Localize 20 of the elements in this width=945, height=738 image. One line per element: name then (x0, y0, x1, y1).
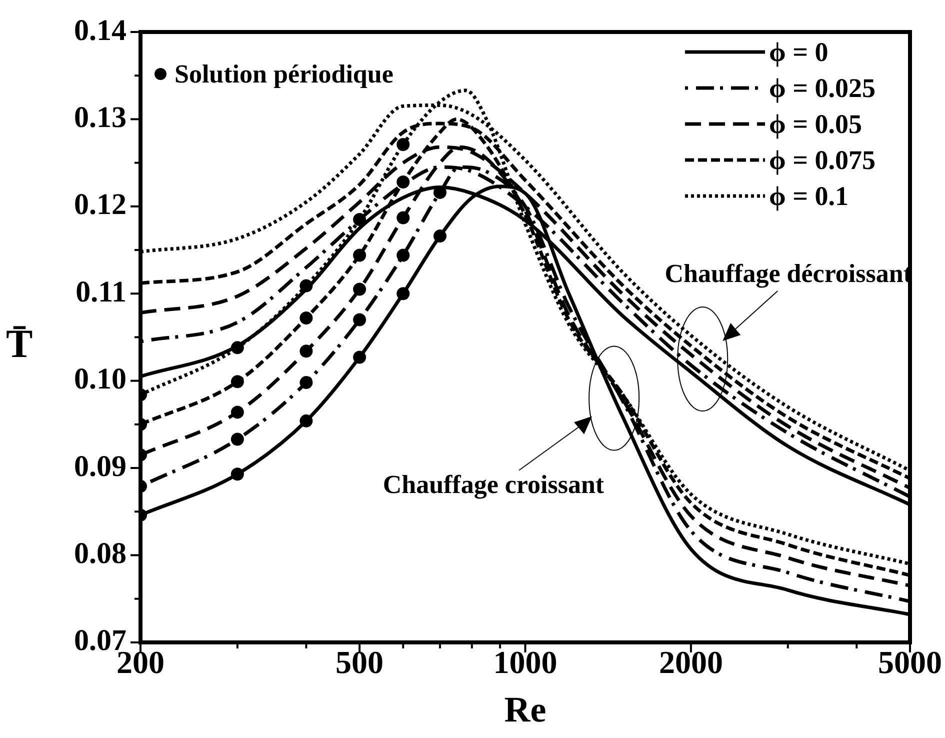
y-tick-label: 0.10 (74, 362, 126, 396)
y-tick-label: 0.08 (74, 536, 126, 570)
legend-label: ϕ = 0.025 (769, 72, 876, 103)
y-tick-label: 0.09 (74, 450, 126, 483)
x-tick-label: 500 (336, 644, 384, 680)
legend-label: ϕ = 0 (769, 36, 828, 67)
x-axis-title: Re (504, 690, 546, 730)
x-tick-label: 2000 (658, 644, 723, 680)
y-tick-label: 0.11 (76, 275, 126, 308)
legend-label: Solution périodique (174, 60, 394, 89)
y-axis-title: T̄ (6, 320, 33, 367)
y-tick-label: 0.12 (74, 188, 126, 222)
annotation: Chauffage croissant (382, 470, 604, 500)
y-tick-label: 0.13 (74, 100, 126, 134)
legend-label: ϕ = 0.075 (769, 144, 876, 175)
legend-label: ϕ = 0.1 (769, 180, 848, 211)
legend-label: ϕ = 0.05 (769, 108, 862, 139)
x-tick-label: 1000 (493, 644, 558, 680)
x-tick-label: 5000 (878, 644, 942, 680)
y-tick-label: 0.14 (74, 14, 126, 47)
